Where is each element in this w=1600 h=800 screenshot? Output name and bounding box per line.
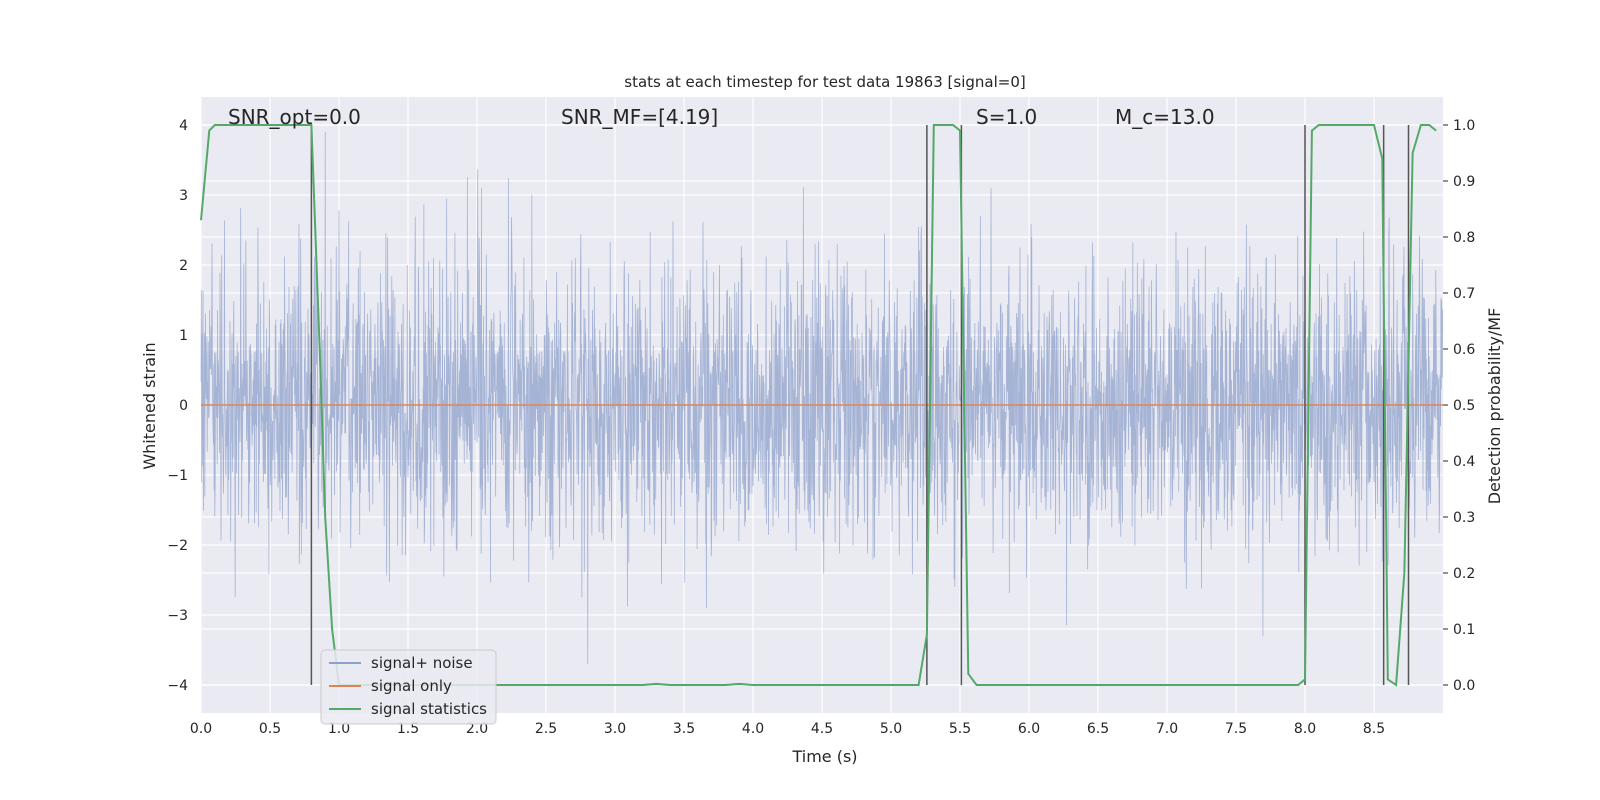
x-tick-label: 7.5 [1225, 721, 1247, 737]
y-tick-label: 2 [179, 258, 188, 274]
x-tick-label: 3.5 [673, 721, 695, 737]
signal-noise-series [200, 131, 1444, 665]
x-tick-label: 4.0 [742, 721, 764, 737]
y-tick-label: −1 [167, 468, 188, 484]
y2-tick-label: 0.1 [1453, 622, 1475, 638]
signal-noise-trace [200, 131, 1444, 665]
signal-statistics-series [200, 124, 1437, 687]
x-tick-label: 8.0 [1294, 721, 1316, 737]
y-tick-label: 0 [179, 398, 188, 414]
annotation-s: S=1.0 [976, 105, 1037, 129]
y2-tick-label: 0.5 [1453, 398, 1475, 414]
x-tick-label: 5.5 [949, 721, 971, 737]
y-tick-label: −2 [167, 538, 188, 554]
y2-tick-labels: 0.0 0.1 0.2 0.3 0.4 0.5 0.6 0.7 0.8 0.9 1.0 [1443, 118, 1475, 694]
y-tick-label: −3 [167, 608, 188, 624]
y2-tick-label: 0.8 [1453, 230, 1475, 246]
y2-tick-label: 1.0 [1453, 118, 1475, 134]
x-tick-label: 2.0 [466, 721, 488, 737]
x-tick-label: 7.0 [1156, 721, 1178, 737]
annotation-snr-mf: SNR_MF=[4.19] [561, 105, 718, 129]
y2-tick-label: 0.9 [1453, 174, 1475, 190]
x-tick-label: 3.0 [604, 721, 626, 737]
x-tick-label: 1.0 [328, 721, 350, 737]
legend: signal+ noise signal only signal statist… [320, 649, 497, 725]
x-tick-label: 5.0 [880, 721, 902, 737]
legend-label-statistics: signal statistics [371, 700, 487, 718]
legend-label-signal-only: signal only [371, 677, 452, 695]
y2-tick-label: 0.7 [1453, 286, 1475, 302]
x-tick-label: 6.5 [1087, 721, 1109, 737]
chart-title: stats at each timestep for test data 198… [624, 73, 1025, 91]
y-tick-label: 3 [179, 188, 188, 204]
y2-tick-label: 0.6 [1453, 342, 1475, 358]
y-tick-label: −4 [167, 678, 188, 694]
legend-label-noise: signal+ noise [371, 654, 473, 672]
x-tick-label: 0.0 [190, 721, 212, 737]
y-tick-label: 1 [179, 328, 188, 344]
annotation-mc: M_c=13.0 [1115, 105, 1215, 129]
y2-axis-label: Detection probability/MF [1485, 308, 1504, 505]
y2-tick-label: 0.3 [1453, 510, 1475, 526]
y2-tick-label: 0.2 [1453, 566, 1475, 582]
x-axis-label: Time (s) [791, 747, 857, 766]
y-axis-label: Whitened strain [140, 342, 159, 469]
x-tick-label: 4.5 [811, 721, 833, 737]
x-tick-label: 0.5 [259, 721, 281, 737]
y2-tick-label: 0.0 [1453, 678, 1475, 694]
x-tick-labels: 0.0 0.5 1.0 1.5 2.0 2.5 3.0 3.5 4.0 4.5 5.0 5.5 6.0 6… [190, 721, 1385, 737]
y-tick-labels: −4 −3 −2 −1 0 1 2 3 4 [167, 118, 188, 694]
annotation-snr-opt: SNR_opt=0.0 [228, 105, 361, 129]
x-tick-label: 6.0 [1018, 721, 1040, 737]
x-tick-label: 8.5 [1363, 721, 1385, 737]
x-tick-label: 2.5 [535, 721, 557, 737]
x-tick-label: 1.5 [397, 721, 419, 737]
y-tick-label: 4 [179, 118, 188, 134]
legend-box [320, 649, 497, 725]
y2-tick-label: 0.4 [1453, 454, 1475, 470]
